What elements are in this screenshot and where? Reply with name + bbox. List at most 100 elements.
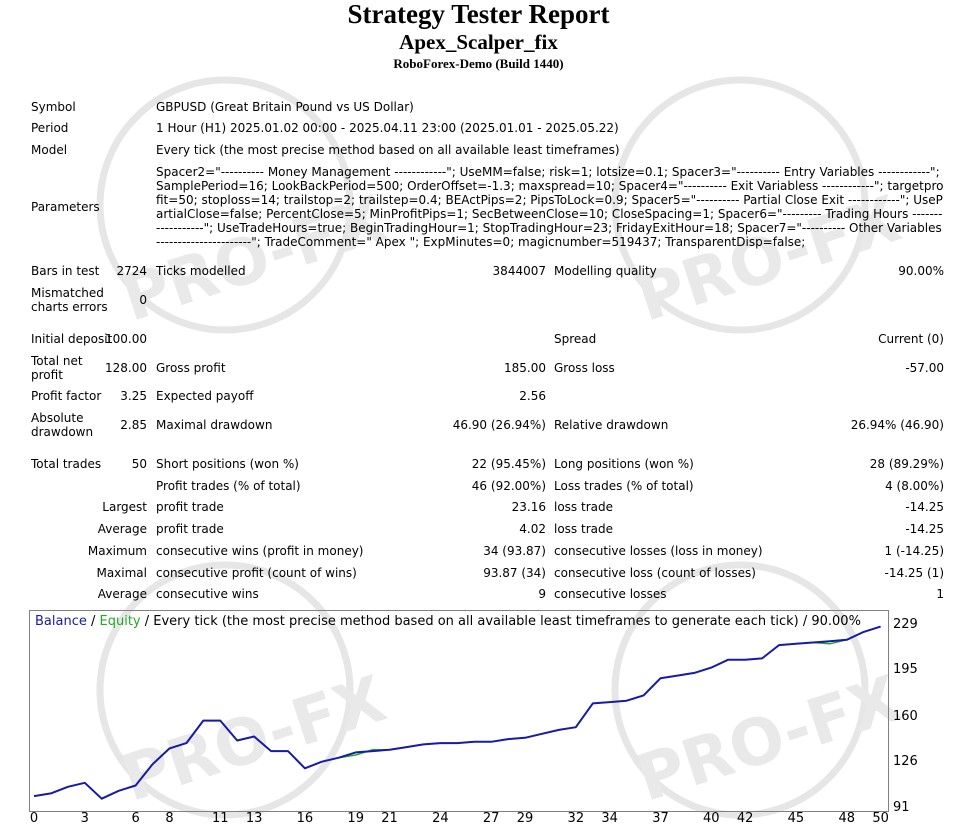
x-tick-label: 34 (601, 811, 618, 826)
absdd-label: Absolute (31, 411, 84, 425)
mismatch-label: Mismatched (31, 286, 104, 300)
avg-wins-value: 9 (538, 587, 546, 601)
long-value: 28 (89.29%) (869, 457, 944, 471)
deposit-value: 100.00 (105, 332, 147, 346)
mismatch-value: 0 (139, 293, 147, 307)
symbol-label: Symbol (31, 100, 76, 114)
x-tick-label: 29 (516, 811, 534, 826)
quality-label: Modelling quality (554, 264, 657, 278)
largest-profit-value: 23.16 (511, 500, 546, 514)
ticks-label: Ticks modelled (156, 264, 246, 278)
max-losses-label: consecutive losses (loss in money) (554, 544, 763, 558)
x-tick-label: 21 (381, 811, 398, 826)
netprofit-label-2: profit (31, 368, 63, 382)
largest-loss-label: loss trade (554, 500, 613, 514)
x-tick-label: 37 (652, 811, 669, 826)
max-losses-value: 1 (-14.25) (884, 544, 945, 558)
ea-name: Apex_Scalper_fix (399, 30, 558, 54)
short-value: 22 (95.45%) (471, 457, 546, 471)
period-label: Period (31, 121, 69, 135)
average-label: Average (97, 522, 147, 536)
average-loss-label: loss trade (554, 522, 613, 536)
pf-label: Profit factor (31, 389, 102, 403)
reldd-label: Relative drawdown (554, 418, 669, 432)
bars-label: Bars in test (31, 264, 100, 278)
x-tick-label: 3 (80, 811, 89, 826)
trades-label: Total trades (31, 457, 102, 471)
deposit-label: Initial deposit (31, 332, 113, 346)
largest-profit-label: profit trade (156, 500, 224, 514)
x-tick-label: 13 (245, 811, 263, 826)
avg-consec-label: Average (97, 587, 147, 601)
caption-separator: / (86, 614, 100, 629)
profit-trades-value: 46 (92.00%) (471, 479, 546, 493)
parameters-label: Parameters (31, 200, 100, 214)
largest-loss-value: -14.25 (905, 500, 944, 514)
balance-chart-frame (29, 610, 889, 812)
absdd-label-2: drawdown (31, 425, 94, 439)
average-profit-label: profit trade (156, 522, 224, 536)
caption-balance: Balance (35, 614, 87, 629)
x-tick-label: 32 (567, 811, 585, 826)
balance-chart (33, 625, 881, 800)
grossprofit-value: 185.00 (504, 361, 546, 375)
reldd-value: 26.94% (46.90) (850, 418, 944, 432)
x-tick-label: 0 (29, 811, 39, 826)
max-wins-value: 34 (93.87) (483, 544, 546, 558)
x-tick-label: 27 (482, 811, 500, 826)
maxdd-value: 46.90 (26.94%) (452, 418, 546, 432)
server-build: RoboForex-Demo (Build 1440) (393, 56, 564, 71)
netprofit-value: 128.00 (105, 361, 147, 375)
avg-losses-value: 1 (936, 587, 944, 601)
y-tick-label: 91 (893, 800, 910, 815)
x-tick-label: 48 (838, 811, 855, 826)
x-tick-label: 6 (131, 811, 140, 826)
equity-line (33, 625, 881, 800)
pf-value: 3.25 (120, 389, 147, 403)
loss-trades-value: 4 (8.00%) (885, 479, 944, 493)
spread-label: Spread (554, 332, 597, 346)
symbol-value: GBPUSD (Great Britain Pound vs US Dollar… (156, 100, 414, 114)
short-label: Short positions (won %) (156, 457, 299, 471)
long-label: Long positions (won %) (554, 457, 694, 471)
x-tick-label: 50 (872, 811, 889, 826)
max-wins-label: consecutive wins (profit in money) (156, 544, 364, 558)
x-tick-label: 24 (432, 811, 449, 826)
caption-method: / Every tick (the most precise method ba… (140, 614, 861, 629)
absdd-value: 2.85 (120, 418, 147, 432)
profit-trades-label: Profit trades (% of total) (156, 479, 301, 493)
maximal-profit-value: 93.87 (34) (483, 566, 546, 580)
x-tick-label: 16 (296, 811, 314, 826)
caption-equity: Equity (99, 614, 141, 629)
y-tick-label: 229 (893, 617, 918, 633)
spread-value: Current (0) (878, 332, 944, 346)
y-tick-label: 160 (893, 708, 918, 724)
x-tick-label: 42 (736, 811, 754, 826)
grossloss-label: Gross loss (554, 361, 615, 375)
expected-value: 2.56 (519, 389, 546, 403)
report-title: Strategy Tester Report (347, 0, 610, 29)
x-tick-label: 45 (787, 811, 805, 826)
average-loss-value: -14.25 (905, 522, 944, 536)
grossprofit-label: Gross profit (156, 361, 226, 375)
quality-value: 90.00% (898, 264, 944, 278)
avg-wins-label: consecutive wins (156, 587, 259, 601)
largest-label: Largest (102, 500, 147, 514)
average-profit-value: 4.02 (519, 522, 546, 536)
maximum-label: Maximum (87, 544, 147, 558)
expected-label: Expected payoff (156, 389, 254, 403)
chart-caption: Balance / Equity / Every tick (the most … (35, 614, 861, 629)
avg-losses-label: consecutive losses (554, 587, 667, 601)
maximal-loss-value: -14.25 (1) (884, 566, 945, 580)
bars-value: 2724 (116, 264, 147, 278)
grossloss-value: -57.00 (905, 361, 944, 375)
maximal-label: Maximal (96, 566, 147, 580)
x-tick-label: 11 (211, 811, 229, 826)
x-tick-label: 8 (165, 811, 174, 826)
y-tick-label: 195 (893, 662, 918, 678)
mismatch-label-2: charts errors (31, 300, 108, 314)
maximal-loss-label: consecutive loss (count of losses) (554, 566, 756, 580)
model-label: Model (31, 143, 68, 157)
x-tick-label: 40 (703, 811, 720, 826)
x-tick-label: 19 (347, 811, 364, 826)
